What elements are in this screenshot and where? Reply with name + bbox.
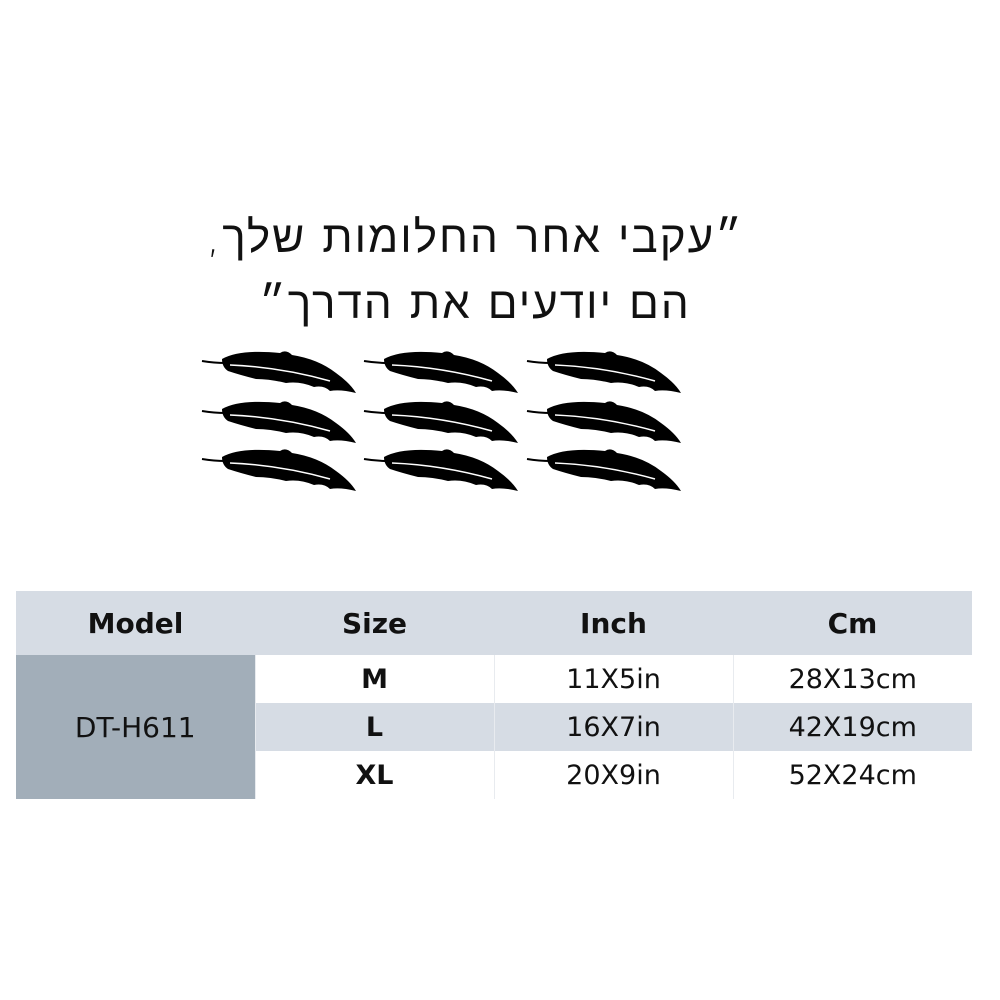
- feather-icon: [201, 350, 357, 394]
- feather-icon: [201, 448, 357, 492]
- hebrew-quote: ״עקבי אחר החלומות שלך, הם יודעים את הדרך…: [140, 205, 810, 337]
- cm-cell: 42X19cm: [732, 703, 972, 751]
- header-model: Model: [16, 591, 255, 655]
- inch-cell: 11X5in: [493, 655, 733, 703]
- table-row: DT-H611 M 11X5in 28X13cm: [16, 655, 972, 799]
- feather-icon: [526, 400, 682, 444]
- feather-icon: [363, 350, 519, 394]
- quote-line-2: הם יודעים את הדרך״: [259, 278, 691, 329]
- inch-cell: 20X9in: [493, 751, 733, 799]
- feather-icon: [526, 350, 682, 394]
- size-cell: L: [254, 703, 494, 751]
- table-row: XL 20X9in 52X24cm: [16, 751, 972, 799]
- size-table: Model Size Inch Cm DT-H611 M 11X5in 28X1…: [16, 591, 972, 799]
- quote-line-1: ״עקבי אחר החלומות שלך,: [206, 212, 744, 263]
- header-size: Size: [255, 591, 494, 655]
- feather-icon: [363, 448, 519, 492]
- feather-icon: [201, 400, 357, 444]
- header-inch: Inch: [494, 591, 733, 655]
- cm-cell: 28X13cm: [732, 655, 972, 703]
- inch-cell: 16X7in: [493, 703, 733, 751]
- feather-grid: [201, 350, 682, 492]
- model-cell: DT-H611: [16, 655, 255, 799]
- table-header-row: Model Size Inch Cm: [16, 591, 972, 655]
- header-cm: Cm: [733, 591, 972, 655]
- size-cell: XL: [254, 751, 494, 799]
- feather-icon: [526, 448, 682, 492]
- table-row: L 16X7in 42X19cm: [16, 703, 972, 751]
- feather-icon: [363, 400, 519, 444]
- cm-cell: 52X24cm: [732, 751, 972, 799]
- size-cell: M: [254, 655, 494, 703]
